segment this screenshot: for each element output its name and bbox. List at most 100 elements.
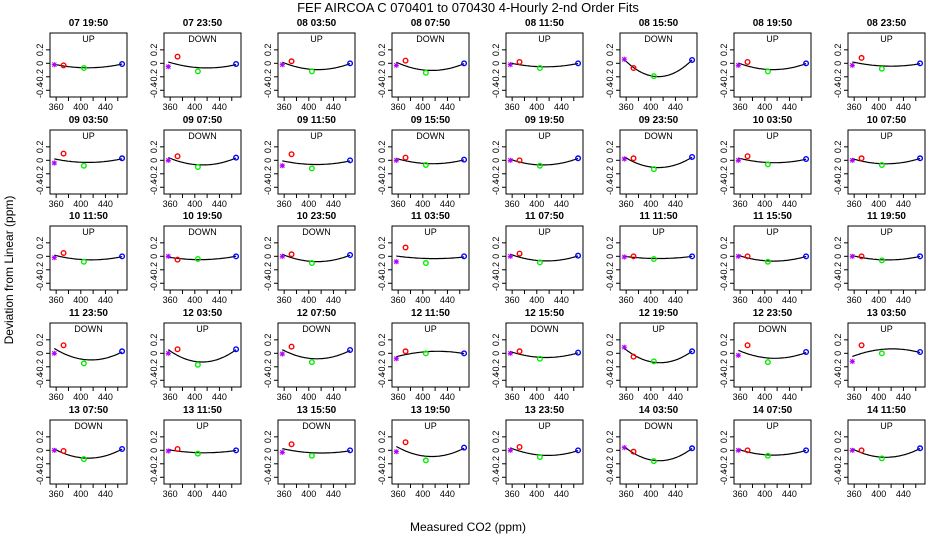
fit-curve xyxy=(623,59,693,78)
y-tick-label: 0 xyxy=(377,448,387,453)
panel-frame xyxy=(505,419,584,485)
y-tick-label: 0.2 xyxy=(377,237,387,250)
y-tick-label: 0.2 xyxy=(377,44,387,57)
panel-frame xyxy=(847,32,926,98)
point-std3 xyxy=(308,68,315,75)
y-tick-label: -0.2 xyxy=(833,166,843,182)
x-tick-label: 440 xyxy=(554,102,569,112)
y-tick-label: 0.2 xyxy=(149,44,159,57)
point-std2 xyxy=(744,58,751,65)
panel-title: 12 03:50 xyxy=(183,308,223,319)
x-tick-label: 440 xyxy=(896,199,911,209)
panel-frame xyxy=(277,322,356,388)
y-tick-label: -0.4 xyxy=(833,373,843,389)
x-tick-label: 440 xyxy=(212,392,227,402)
point-std2 xyxy=(744,342,751,349)
panel: 09 23:50 DOWN -0.4-0.2 0 0.2 360 400 440 xyxy=(605,115,698,209)
y-tick-label: -0.2 xyxy=(605,262,615,278)
y-tick-label: -0.2 xyxy=(263,166,273,182)
point-std2 xyxy=(60,249,67,256)
panel-frame xyxy=(505,225,584,291)
panel-direction: DOWN xyxy=(758,324,787,334)
panel-direction: UP xyxy=(424,324,437,334)
x-tick-label: 440 xyxy=(326,102,341,112)
x-tick-label: 440 xyxy=(98,199,113,209)
point-std3 xyxy=(536,355,543,362)
y-tick-label: 0 xyxy=(263,254,273,259)
y-tick-label: -0.2 xyxy=(491,69,501,85)
y-tick-label: -0.2 xyxy=(491,359,501,375)
x-tick-label: 400 xyxy=(643,489,658,499)
x-tick-label: 440 xyxy=(212,489,227,499)
panel-frame xyxy=(49,322,128,388)
y-tick-label: 0 xyxy=(605,351,615,356)
panel-title: 07 23:50 xyxy=(183,18,223,29)
x-tick-label: 360 xyxy=(505,295,520,305)
y-tick-label: -0.2 xyxy=(605,166,615,182)
point-std4 xyxy=(803,447,810,454)
fit-curve xyxy=(852,157,921,165)
x-tick-label: 360 xyxy=(163,199,178,209)
point-std2 xyxy=(174,53,181,60)
point-std4 xyxy=(917,445,924,452)
panel-title: 10 11:50 xyxy=(69,211,108,222)
point-std4 xyxy=(575,60,582,67)
y-tick-label: -0.2 xyxy=(149,69,159,85)
x-tick-label: 360 xyxy=(733,295,748,305)
panel-direction: UP xyxy=(82,131,95,141)
y-tick-label: 0.2 xyxy=(263,334,273,347)
panel: 14 07:50 UP -0.4-0.2 0 0.2 360 400 440 xyxy=(719,405,812,499)
point-std4 xyxy=(575,447,582,454)
panel-frame xyxy=(847,419,926,485)
point-std3 xyxy=(650,458,657,465)
panel-frame xyxy=(391,32,470,98)
x-tick-label: 360 xyxy=(619,295,634,305)
y-tick-label: 0 xyxy=(35,448,45,453)
panel: 11 11:50 UP -0.4-0.2 0 0.2 360 400 440 xyxy=(605,211,698,305)
x-tick-label: 400 xyxy=(643,295,658,305)
x-tick-label: 360 xyxy=(847,295,862,305)
point-std2 xyxy=(630,353,637,360)
y-tick-label: 0.2 xyxy=(491,334,501,347)
point-std3 xyxy=(650,166,657,173)
y-tick-label: -0.4 xyxy=(149,83,159,99)
y-tick-label: -0.2 xyxy=(149,359,159,375)
y-tick-label: 0.2 xyxy=(377,334,387,347)
point-std1 xyxy=(165,64,171,70)
point-std4 xyxy=(461,350,468,357)
panel-frame xyxy=(163,322,242,388)
panel-title: 13 15:50 xyxy=(297,405,337,416)
y-tick-label: -0.4 xyxy=(149,373,159,389)
panel-direction: UP xyxy=(766,131,779,141)
panel-title: 09 07:50 xyxy=(183,115,223,126)
point-std4 xyxy=(803,60,810,67)
x-tick-label: 440 xyxy=(668,392,683,402)
fit-curve xyxy=(54,158,123,163)
panel-title: 08 19:50 xyxy=(753,18,793,29)
x-tick-label: 360 xyxy=(277,102,292,112)
y-tick-label: 0 xyxy=(491,351,501,356)
x-tick-label: 440 xyxy=(440,102,455,112)
x-tick-label: 440 xyxy=(326,489,341,499)
point-std3 xyxy=(878,350,885,357)
point-std2 xyxy=(288,151,295,158)
y-tick-label: -0.4 xyxy=(719,83,729,99)
point-std3 xyxy=(764,452,771,459)
panel-direction: DOWN xyxy=(416,34,445,44)
fit-curve xyxy=(738,349,807,359)
point-std4 xyxy=(689,153,696,160)
point-std3 xyxy=(536,65,543,72)
fit-curve xyxy=(282,61,351,71)
point-std1 xyxy=(279,253,285,259)
y-tick-label: -0.4 xyxy=(605,470,615,486)
point-std2 xyxy=(744,153,751,160)
fit-curve xyxy=(53,347,123,361)
y-tick-label: 0 xyxy=(833,61,843,66)
y-tick-label: -0.2 xyxy=(263,456,273,472)
fit-curve xyxy=(168,61,237,69)
x-tick-label: 440 xyxy=(896,102,911,112)
y-tick-label: 0.2 xyxy=(605,431,615,444)
fit-curve xyxy=(852,447,921,458)
panel-frame xyxy=(619,32,698,98)
panel-direction: DOWN xyxy=(188,227,217,237)
